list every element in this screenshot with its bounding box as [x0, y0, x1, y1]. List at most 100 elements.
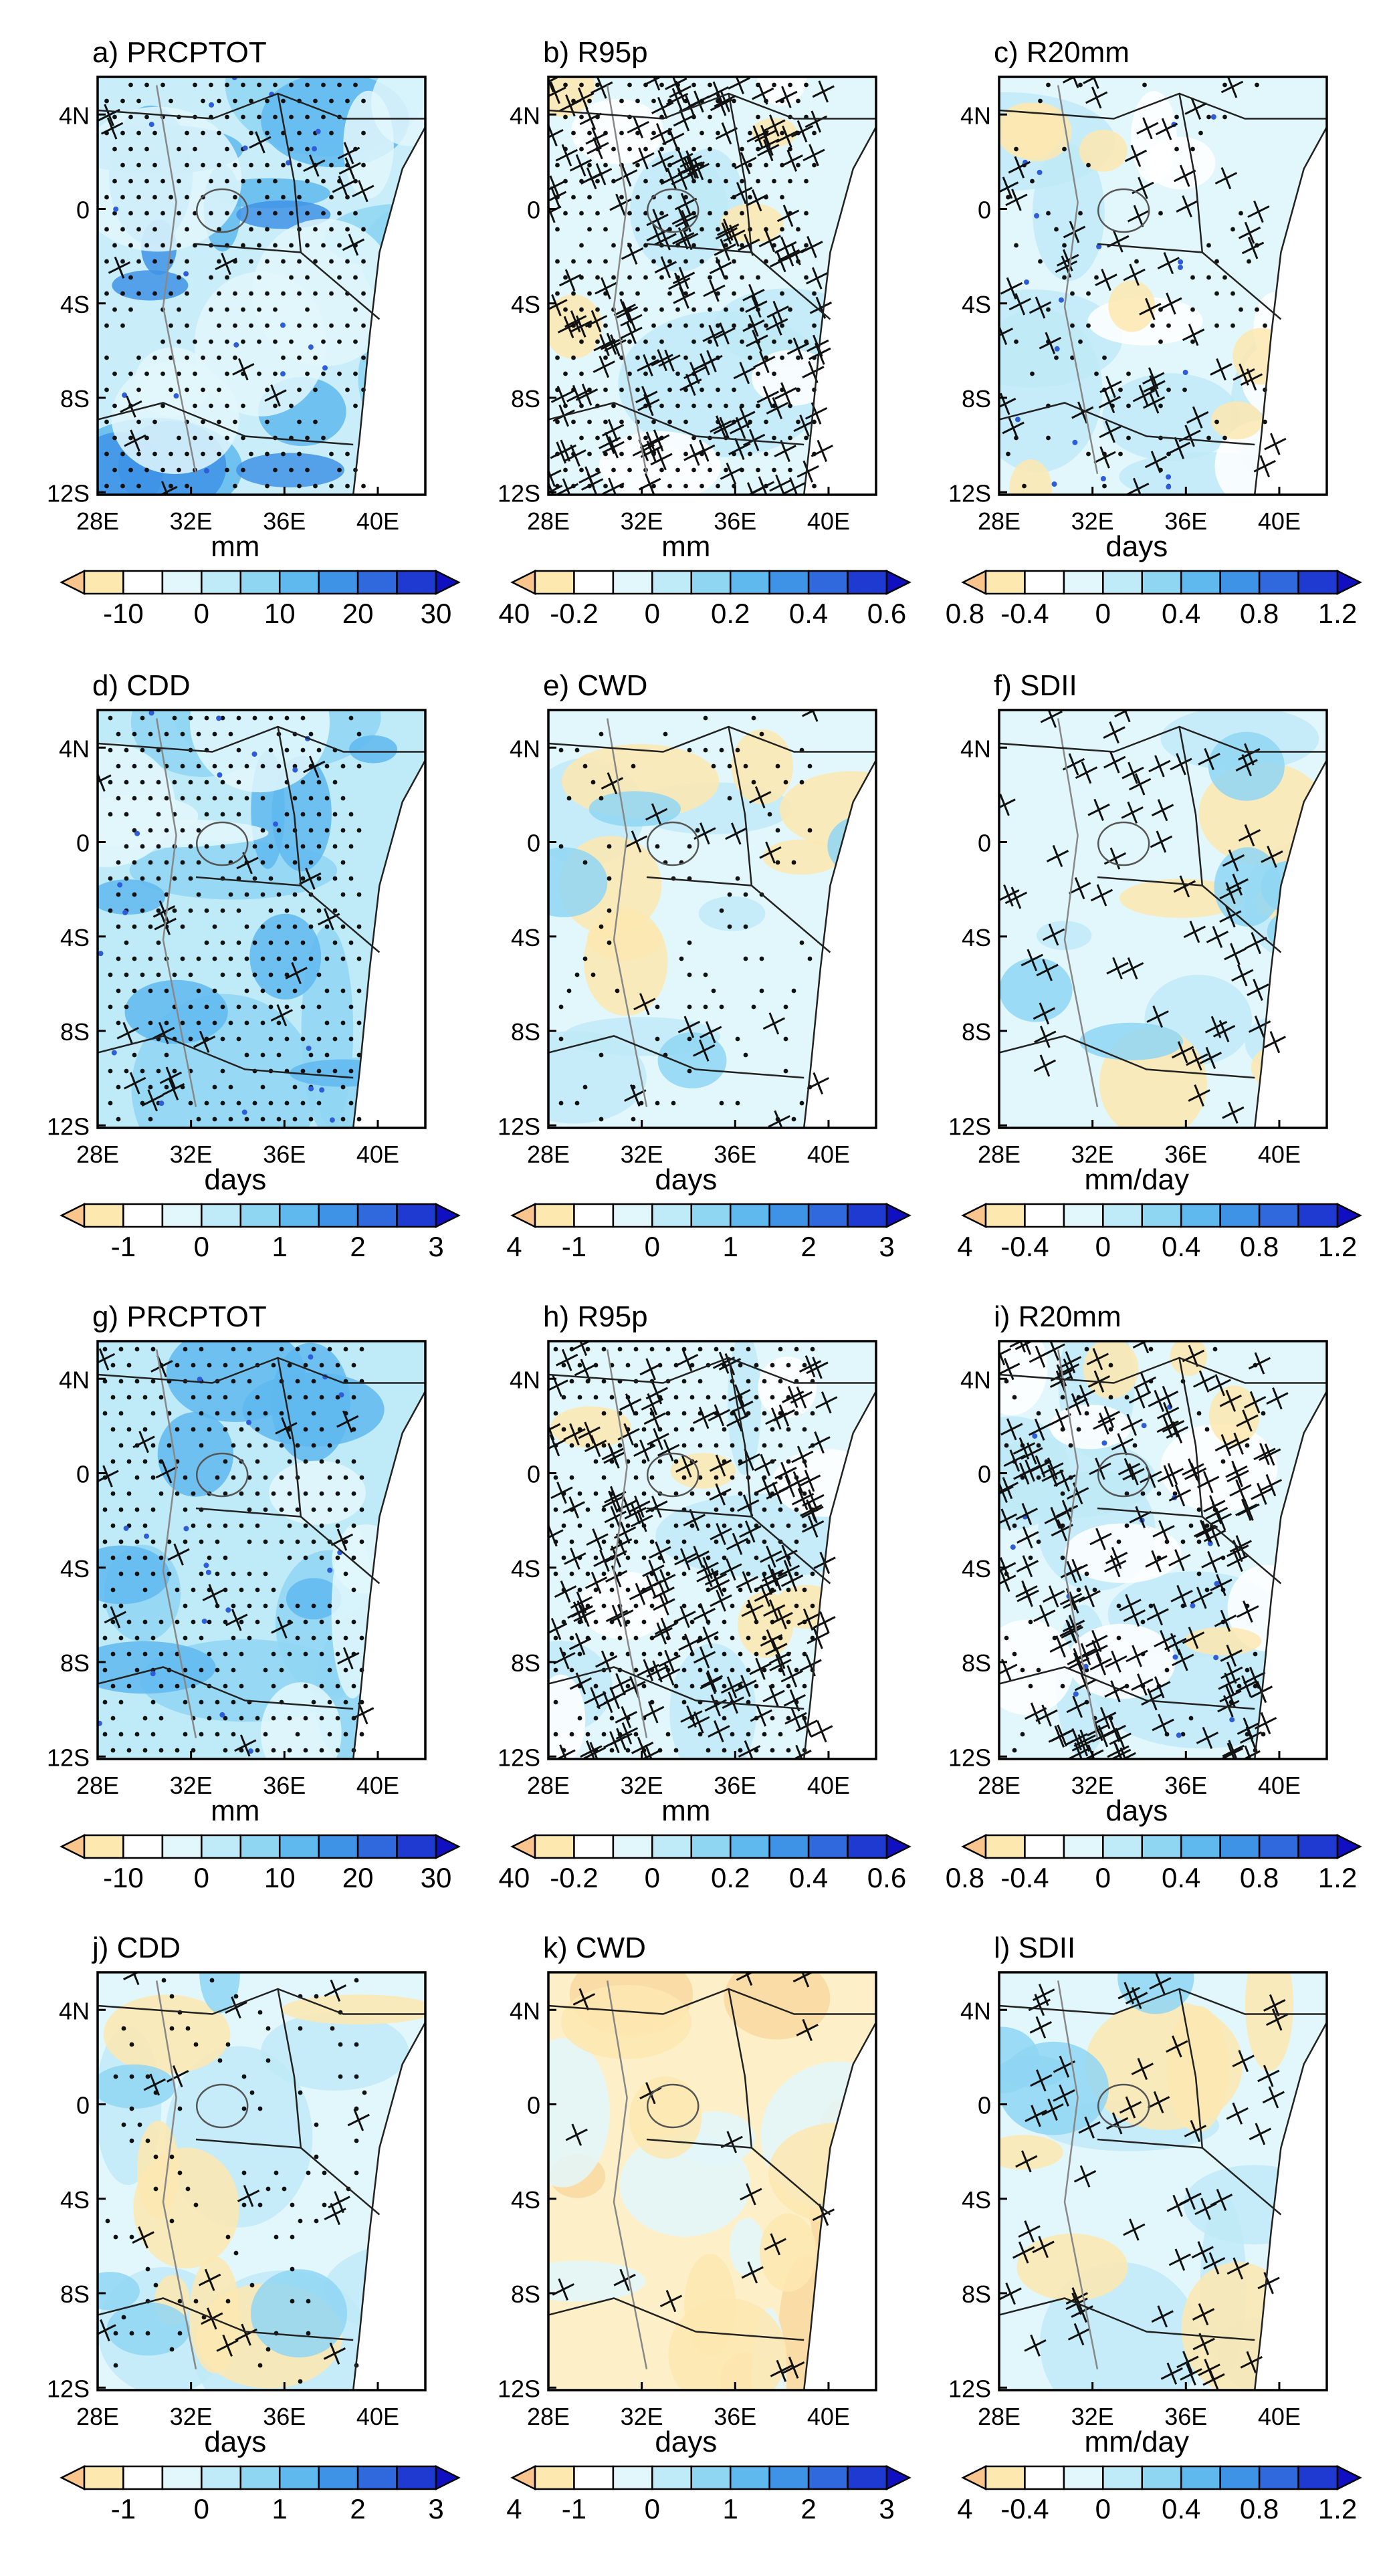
- lat-tick-label: 0: [76, 2092, 90, 2119]
- lat-tick-label: 0: [76, 197, 90, 224]
- lon-tick-label: 36E: [263, 2403, 306, 2430]
- lon-tick-label: 28E: [978, 507, 1021, 535]
- unit-label: days: [655, 1163, 717, 1196]
- panel-title: h) R95p: [543, 1300, 648, 1333]
- lon-tick-label: 32E: [621, 1141, 663, 1168]
- lon-tick-label: 28E: [76, 1772, 119, 1799]
- lon-tick-label: 32E: [621, 2403, 663, 2430]
- lat-tick-label: 4S: [962, 2186, 991, 2214]
- lat-tick-label: 8S: [511, 385, 540, 413]
- lon-tick-label: 32E: [170, 507, 213, 535]
- lon-tick-label: 40E: [1258, 1141, 1301, 1168]
- unit-label: days: [1105, 1794, 1168, 1827]
- lat-tick-label: 4N: [510, 1366, 540, 1393]
- panel-title: b) R95p: [543, 36, 648, 69]
- map-frame: [96, 709, 427, 1129]
- colorbar-tick-label: 20: [342, 598, 374, 629]
- lon-tick-label: 32E: [1071, 2403, 1114, 2430]
- unit-label: mm: [661, 530, 710, 563]
- lat-tick-label: 12S: [498, 479, 540, 507]
- panel-title: f) SDII: [994, 669, 1077, 702]
- colorbar-tick-label: 0.4: [1162, 598, 1200, 629]
- colorbar-tick-label: 0: [645, 2493, 660, 2525]
- colorbar-tick-label: 2: [350, 2493, 365, 2525]
- colorbar-tick-label: -10: [103, 598, 144, 629]
- lon-tick-label: 40E: [356, 507, 399, 535]
- colorbar: -0.2 0 0.2 0.4 0.6 0.8: [510, 1833, 984, 1893]
- colorbar-tick-label: 2: [800, 1231, 816, 1262]
- panel-title: d) CDD: [92, 669, 191, 702]
- map-frame: [998, 76, 1328, 496]
- lat-tick-label: 12S: [498, 2375, 540, 2402]
- panel-title: c) R20mm: [994, 36, 1130, 69]
- colorbar-tick-label: 0.2: [711, 1862, 750, 1893]
- colorbar-tick-label: -1: [111, 2493, 136, 2525]
- colorbar-tick-label: 0.4: [1162, 2493, 1200, 2525]
- lat-tick-label: 4N: [960, 735, 991, 762]
- colorbar-tick-label: 10: [264, 1862, 296, 1893]
- lon-tick-label: 40E: [1258, 507, 1301, 535]
- panel-title: e) CWD: [543, 669, 647, 702]
- lat-tick-label: 4S: [511, 2186, 540, 2214]
- lat-tick-label: 4S: [511, 1555, 540, 1583]
- map-frame: [96, 1971, 427, 2391]
- colorbar: -1 0 1 2 3 4: [60, 1202, 522, 1262]
- lat-tick-label: 12S: [47, 479, 90, 507]
- colorbar: -1 0 1 2 3 4: [60, 2464, 522, 2525]
- lat-tick-label: 8S: [60, 1649, 90, 1677]
- panel-title: i) R20mm: [994, 1300, 1121, 1333]
- colorbar-tick-label: -1: [562, 1231, 586, 1262]
- colorbar-tick-label: 2: [800, 2493, 816, 2525]
- lon-tick-label: 40E: [807, 2403, 850, 2430]
- lon-tick-label: 36E: [714, 507, 756, 535]
- lat-tick-label: 0: [978, 2092, 991, 2119]
- colorbar: -10 0 10 20 30 40: [60, 1833, 530, 1893]
- colorbar-tick-label: 0.8: [1240, 1862, 1279, 1893]
- colorbar: -1 0 1 2 3 4: [510, 1202, 973, 1262]
- colorbar-tick-label: 4: [957, 2493, 972, 2525]
- colorbar-tick-label: 0.6: [867, 598, 906, 629]
- colorbar: -0.400.40.81.21.6: [961, 569, 1362, 629]
- unit-label: mm/day: [1085, 2426, 1189, 2458]
- lon-tick-label: 28E: [76, 1141, 119, 1168]
- lon-tick-label: 36E: [1164, 1141, 1207, 1168]
- colorbar-tick-label: 4: [506, 1231, 522, 1262]
- colorbar-tick-label: 0.8: [946, 1862, 984, 1893]
- lat-tick-label: 0: [527, 2092, 540, 2119]
- lon-tick-label: 36E: [1164, 507, 1207, 535]
- lon-tick-label: 32E: [1071, 1141, 1114, 1168]
- lat-tick-label: 12S: [47, 1744, 90, 1771]
- lon-tick-label: 36E: [714, 1141, 756, 1168]
- lat-tick-label: 4N: [960, 102, 991, 129]
- lat-tick-label: 4S: [962, 1555, 991, 1583]
- lat-tick-label: 0: [978, 197, 991, 224]
- colorbar-tick-label: 0.2: [711, 598, 750, 629]
- unit-label: mm: [211, 530, 259, 563]
- lon-tick-label: 32E: [170, 2403, 213, 2430]
- colorbar: -1 0 1 2 3 4: [510, 2464, 973, 2525]
- colorbar-tick-label: -1: [562, 2493, 586, 2525]
- colorbar-tick-label: 0.4: [789, 598, 828, 629]
- colorbar-tick-label: 0: [645, 1862, 660, 1893]
- lat-tick-label: 8S: [511, 2280, 540, 2308]
- colorbar-tick-label: 0: [194, 1231, 209, 1262]
- lon-tick-label: 40E: [1258, 2403, 1301, 2430]
- colorbar: -0.2 0 0.2 0.4 0.6 0.8: [510, 569, 984, 629]
- colorbar-tick-label: 0: [194, 598, 209, 629]
- lat-tick-label: 12S: [47, 1113, 90, 1140]
- colorbar-tick-label: 1: [723, 2493, 738, 2525]
- colorbar-tick-label: 3: [879, 1231, 894, 1262]
- colorbar-tick-label: 10: [264, 598, 296, 629]
- colorbar-tick-label: 30: [421, 1862, 452, 1893]
- colorbar-tick-label: 40: [499, 1862, 530, 1893]
- colorbar-tick-label: 3: [428, 2493, 443, 2525]
- lat-tick-label: 4N: [59, 102, 90, 129]
- lon-tick-label: 32E: [621, 1772, 663, 1799]
- map-frame: [547, 709, 877, 1129]
- colorbar: -0.400.40.81.21.6: [961, 1202, 1362, 1262]
- colorbar-tick-label: -10: [103, 1862, 144, 1893]
